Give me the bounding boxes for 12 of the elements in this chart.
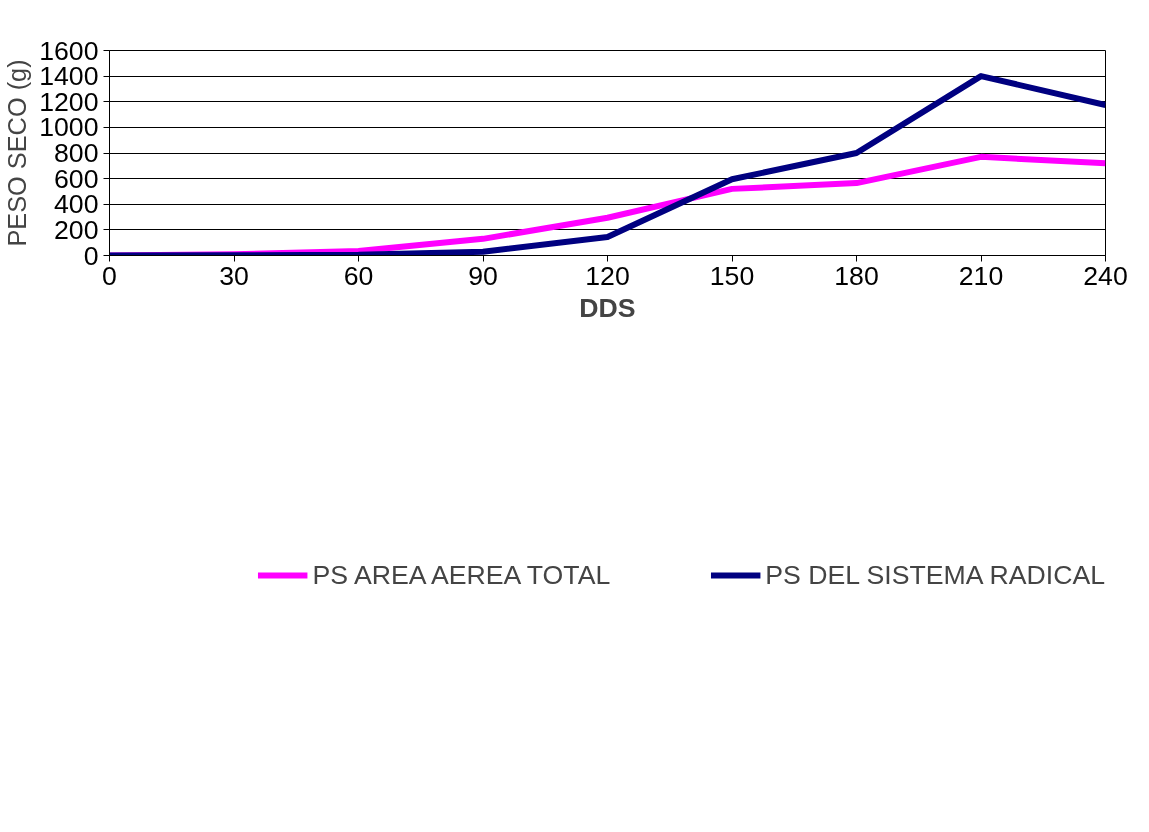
x-tick-label: 210 xyxy=(958,260,1004,291)
legend-label: PS AREA AEREA TOTAL xyxy=(312,559,611,591)
legend-label: PS DEL SISTEMA RADICAL xyxy=(765,559,1105,591)
x-tick-label: 30 xyxy=(219,260,249,291)
x-tick-label: 240 xyxy=(1083,260,1128,291)
x-tick-label: 60 xyxy=(343,260,374,291)
x-axis-title: DDS xyxy=(579,292,636,323)
x-tick-label: 120 xyxy=(585,260,630,291)
x-tick-label: 180 xyxy=(834,260,879,291)
y-axis-title: PESO SECO (g) xyxy=(3,59,32,247)
x-tick-label: 90 xyxy=(468,260,498,291)
x-tick-label: 150 xyxy=(709,260,755,291)
